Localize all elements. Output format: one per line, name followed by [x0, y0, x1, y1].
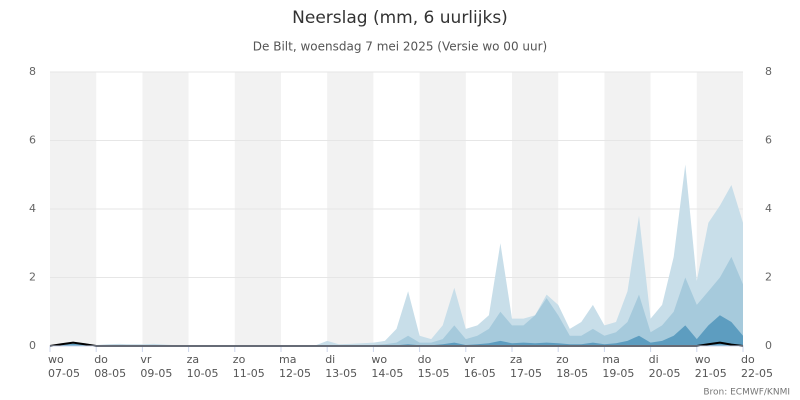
chart-subtitle: De Bilt, woensdag 7 mei 2025 (Versie wo … — [253, 40, 547, 54]
x-tick-label: do 22-05 — [741, 353, 773, 380]
credit: Bron: ECMWF/KNMI — [703, 388, 790, 398]
x-tick-label: ma 12-05 — [279, 353, 311, 380]
x-tick-label: do 15-05 — [417, 353, 450, 380]
x-tick-label: wo 07-05 — [48, 353, 80, 380]
ensemble-band — [50, 315, 743, 346]
y-tick-label: 2 — [29, 271, 36, 284]
y-tick-label: 6 — [29, 134, 36, 147]
x-tick-label: zo 18-05 — [556, 353, 589, 380]
x-tick-label: vr 16-05 — [463, 353, 496, 380]
y2-tick-label: 4 — [765, 202, 772, 215]
y2-tick-label: 2 — [765, 271, 772, 284]
x-tick-label: ma 19-05 — [602, 353, 635, 380]
x-tick-label: wo 21-05 — [694, 353, 727, 380]
y-tick-label: 4 — [29, 202, 36, 215]
x-tick-label: wo 14-05 — [371, 353, 404, 380]
x-tick-label: za 17-05 — [510, 353, 542, 380]
x-tick-label: vr 09-05 — [140, 353, 173, 380]
y-tick-label: 0 — [29, 339, 36, 352]
x-tick-label: di 20-05 — [648, 353, 681, 380]
chart-title: Neerslag (mm, 6 uurlijks) — [292, 8, 508, 28]
y-tick-label: 8 — [29, 65, 36, 78]
y2-tick-label: 8 — [765, 65, 772, 78]
x-tick-label: za 10-05 — [186, 353, 219, 380]
y2-tick-label: 0 — [765, 339, 772, 352]
x-tick-label: zo 11-05 — [232, 353, 265, 380]
x-tick-label: do 08-05 — [94, 353, 127, 380]
x-tick-label: di 13-05 — [325, 353, 358, 380]
y2-tick-label: 6 — [765, 134, 772, 147]
